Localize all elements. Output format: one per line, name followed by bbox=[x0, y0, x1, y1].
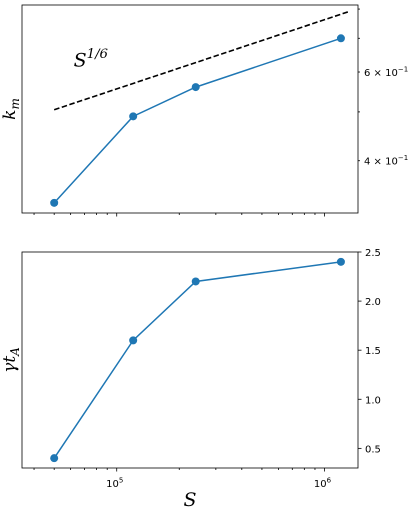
y-tick-label: 1.0 bbox=[365, 395, 381, 406]
x-tick-label: 105 bbox=[106, 477, 123, 491]
y-tick-label: 6 × 10−1 bbox=[364, 66, 408, 80]
data-point bbox=[191, 83, 200, 92]
data-point bbox=[50, 454, 59, 463]
data-point bbox=[191, 277, 200, 286]
series-line bbox=[53, 37, 342, 204]
top-panel: 4 × 10−1 6 × 10−1 S1/6 km bbox=[0, 4, 408, 217]
y-tick-label: 2.0 bbox=[365, 297, 381, 308]
y-tick-label: 4 × 10−1 bbox=[364, 154, 408, 168]
y-axis-label: γtA bbox=[0, 347, 22, 373]
plot-frame-0 bbox=[21, 4, 359, 214]
y-tick-label: 2.5 bbox=[365, 248, 381, 259]
bottom-panel: 105 106 0.5 1.0 1.5 2.0 2.5 γtA S bbox=[0, 248, 381, 509]
data-point bbox=[336, 257, 345, 266]
x-tick-label: 106 bbox=[314, 477, 332, 491]
series-line bbox=[53, 261, 342, 459]
y-tick-label: 1.5 bbox=[365, 346, 381, 357]
y-axis-label: km bbox=[0, 98, 22, 120]
y-tick-label: 0.5 bbox=[365, 444, 381, 455]
data-point bbox=[50, 198, 59, 207]
data-point bbox=[336, 34, 345, 43]
data-point bbox=[129, 336, 138, 345]
scaling-reference-line bbox=[53, 11, 349, 111]
data-point bbox=[129, 112, 138, 121]
scaling-annotation: S1/6 bbox=[74, 47, 109, 72]
plot-frame-1 bbox=[21, 251, 359, 469]
x-axis-label: S bbox=[183, 489, 196, 509]
